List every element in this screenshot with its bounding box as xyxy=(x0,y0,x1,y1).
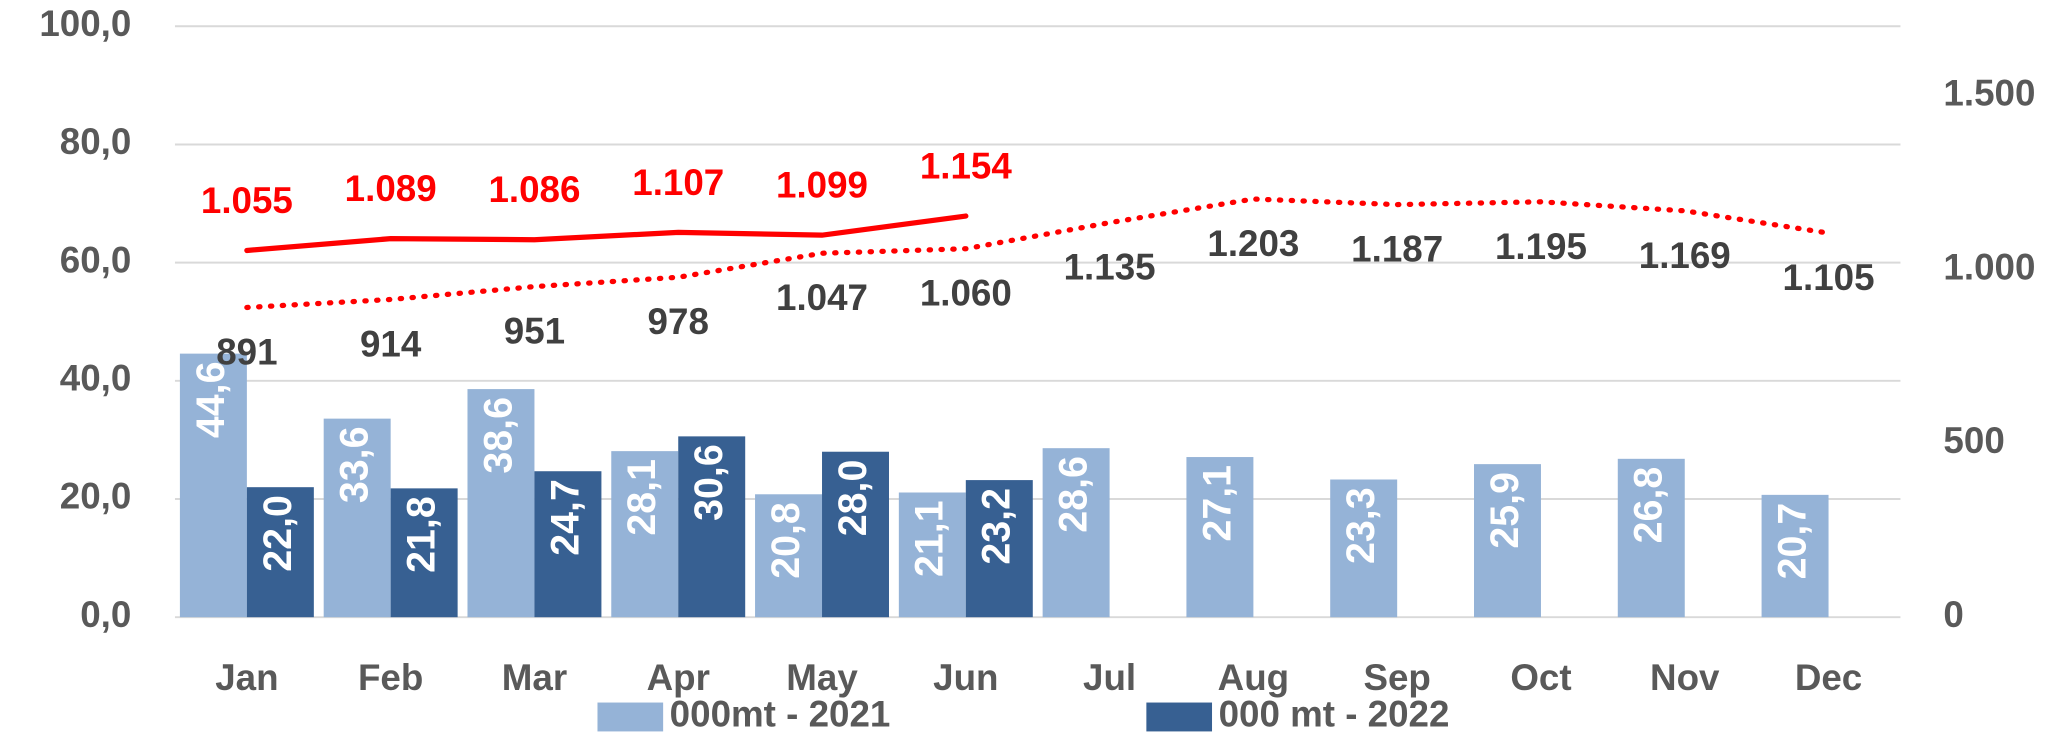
bar xyxy=(467,389,535,618)
bar xyxy=(246,487,314,618)
bar-value-label: 21,8 xyxy=(400,496,444,573)
y2-tick-label: 0 xyxy=(1943,594,1963,635)
y2-tick-label: 500 xyxy=(1943,420,2004,461)
line-value-label: 1.099 xyxy=(776,165,868,206)
y-tick-label: 80,0 xyxy=(60,121,132,162)
bar-value-label: 38,6 xyxy=(476,397,520,474)
x-tick-label: Mar xyxy=(502,657,567,698)
bar xyxy=(898,492,966,618)
line-value-label: 1.169 xyxy=(1639,235,1731,276)
line-value-label: 1.060 xyxy=(920,273,1012,314)
bar-value-label: 20,8 xyxy=(764,502,808,579)
bar-value-label: 24,7 xyxy=(543,479,587,556)
legend-label: 000 mt - 2022 xyxy=(1219,694,1450,735)
y-tick-label: 100,0 xyxy=(39,3,131,44)
bar-value-label: 44,6 xyxy=(189,362,233,439)
bar xyxy=(678,436,746,618)
line-value-label: 1.195 xyxy=(1495,226,1587,267)
bar-value-label: 28,0 xyxy=(831,460,875,537)
y-tick-label: 20,0 xyxy=(60,476,132,517)
line-value-label: 1.154 xyxy=(920,145,1013,186)
x-tick-label: May xyxy=(786,657,858,698)
line xyxy=(244,196,1832,311)
bar xyxy=(1473,464,1541,618)
x-tick-label: Aug xyxy=(1218,657,1289,698)
bar xyxy=(534,471,602,618)
bar-value-label: 28,6 xyxy=(1052,456,1096,533)
bar-value-label: 21,1 xyxy=(908,500,952,577)
line-value-label: 1.187 xyxy=(1351,229,1443,270)
line-value-label: 1.107 xyxy=(632,162,724,203)
bar xyxy=(965,480,1033,618)
legend-swatch xyxy=(1146,702,1213,732)
x-tick-label: Oct xyxy=(1510,657,1571,698)
bar-value-label: 27,1 xyxy=(1195,465,1239,542)
y-tick-label: 0,0 xyxy=(80,594,131,635)
line-value-label: 914 xyxy=(360,323,422,364)
x-tick-label: Feb xyxy=(358,657,423,698)
bar-value-label: 33,6 xyxy=(333,427,377,504)
line-value-label: 1.086 xyxy=(488,169,580,210)
bar xyxy=(611,451,679,618)
line-value-label: 1.047 xyxy=(776,277,868,318)
bar xyxy=(1186,457,1254,618)
legend-label: 000mt - 2021 xyxy=(670,694,891,735)
bar-value-label: 20,7 xyxy=(1770,503,1814,580)
bar xyxy=(1042,448,1110,618)
x-tick-label: Apr xyxy=(647,657,710,698)
line-value-label: 978 xyxy=(648,301,709,342)
bar-value-label: 23,3 xyxy=(1339,487,1383,564)
x-tick-label: Jul xyxy=(1083,657,1136,698)
y-tick-label: 40,0 xyxy=(60,358,132,399)
line-value-label: 951 xyxy=(504,311,565,352)
y2-tick-label: 1.000 xyxy=(1943,246,2035,287)
line-value-label: 1.055 xyxy=(201,180,293,221)
bar xyxy=(323,418,391,618)
x-tick-label: Jun xyxy=(933,657,998,698)
bar-value-label: 23,2 xyxy=(975,488,1019,565)
y2-tick-label: 1.500 xyxy=(1943,72,2035,113)
bar-value-label: 26,8 xyxy=(1627,467,1671,544)
y-tick-label: 60,0 xyxy=(60,239,132,280)
bar xyxy=(1617,458,1685,618)
bar-value-label: 22,0 xyxy=(256,495,300,572)
x-tick-label: Dec xyxy=(1795,657,1862,698)
bar-value-label: 30,6 xyxy=(687,444,731,521)
x-tick-label: Sep xyxy=(1363,657,1430,698)
bar xyxy=(822,451,889,618)
x-tick-label: Nov xyxy=(1650,657,1720,698)
bar-value-label: 28,1 xyxy=(620,459,664,536)
x-tick-label: Jan xyxy=(215,657,278,698)
line-value-label: 891 xyxy=(216,331,277,372)
bar-value-label: 25,9 xyxy=(1483,472,1527,549)
legend-swatch xyxy=(597,702,664,732)
bar xyxy=(390,488,458,618)
line-value-label: 1.089 xyxy=(345,168,437,209)
bar xyxy=(179,353,247,618)
bar xyxy=(1761,494,1829,618)
line xyxy=(244,213,969,254)
line-value-label: 1.105 xyxy=(1783,257,1875,298)
bar xyxy=(755,494,823,618)
line-value-label: 1.203 xyxy=(1207,223,1299,264)
bar xyxy=(1330,479,1398,618)
line-value-label: 1.135 xyxy=(1064,247,1156,288)
